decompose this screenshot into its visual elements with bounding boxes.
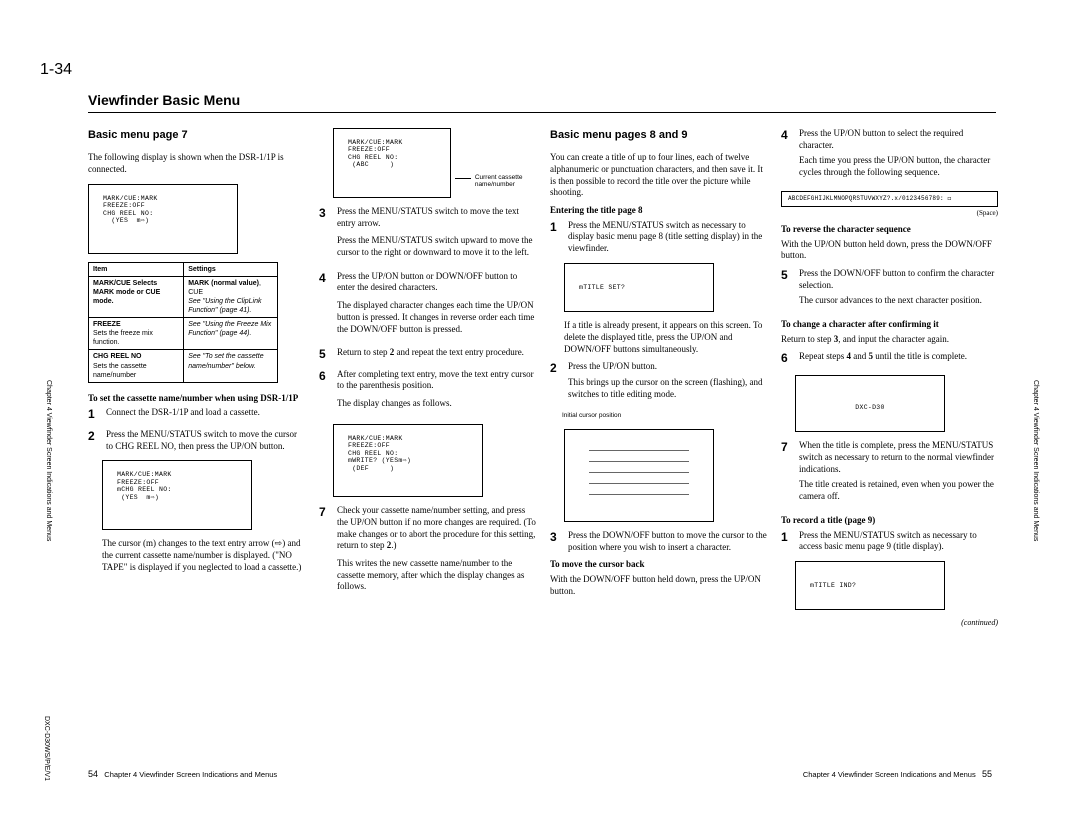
col2-callout: Current cassette name/number [475, 174, 536, 188]
col2-screen-1: MARK/CUE:MARK FREEZE:OFF CHG REEL NO: (A… [333, 128, 451, 198]
settings-table: ItemSettings MARK/CUE Selects MARK mode … [88, 262, 278, 383]
col3-sub1: Entering the title page 8 [550, 205, 767, 217]
col3-intro: You can create a title of up to four lin… [550, 152, 767, 199]
col4-step5: 5Press the DOWN/OFF button to confirm th… [781, 268, 998, 313]
col3-sub2: To move the cursor back [550, 559, 767, 571]
side-chapter-right: Chapter 4 Viewfinder Screen Indications … [1031, 380, 1040, 541]
col2-step4: 4Press the UP/ON button or DOWN/OFF butt… [319, 271, 536, 341]
col2-step6: 6After completing text entry, move the t… [319, 369, 536, 416]
col4-sub2: To change a character after confirming i… [781, 319, 998, 331]
column-3: Basic menu pages 8 and 9 You can create … [550, 128, 767, 629]
col1-after2: The cursor (m) changes to the text entry… [102, 538, 305, 573]
col1-intro: The following display is shown when the … [88, 152, 305, 175]
col4-step4: 4Press the UP/ON button to select the re… [781, 128, 998, 185]
col2-step5: 5Return to step 2 and repeat the text en… [319, 347, 536, 363]
column-1: Basic menu page 7 The following display … [88, 128, 305, 629]
col1-step1: 1Connect the DSR-1/1P and load a cassett… [88, 407, 305, 423]
col2-step7: 7Check your cassette name/number setting… [319, 505, 536, 599]
col4-screen-2: mTITLE IND? [795, 561, 945, 610]
initial-cursor-label: Initial cursor position [562, 412, 767, 420]
footer-right: Chapter 4 Viewfinder Screen Indications … [803, 769, 992, 781]
char-sequence-caption: (Space) [781, 209, 998, 218]
col3-lined-box [564, 429, 714, 522]
col4-step6: 6Repeat steps 4 and 5 until the title is… [781, 351, 998, 367]
col2-screen-2: MARK/CUE:MARK FREEZE:OFF CHG REEL NO: mW… [333, 424, 483, 497]
spread: Basic menu page 7 The following display … [88, 128, 998, 629]
footer-left: 54 Chapter 4 Viewfinder Screen Indicatio… [88, 769, 277, 781]
col1-screen-1: MARK/CUE:MARK FREEZE:OFF CHG REEL NO: (Y… [88, 184, 238, 254]
col1-step2: 2Press the MENU/STATUS switch to move th… [88, 429, 305, 452]
col3-step2: 2Press the UP/ON button.This brings up t… [550, 361, 767, 406]
col3-heading: Basic menu pages 8 and 9 [550, 128, 767, 142]
char-sequence-box: ABCDEFGHIJKLMNOPQRSTUVWXYZ?.x/0123456789… [781, 191, 998, 207]
col4-screen-1: DXC-D30 [795, 375, 945, 432]
col3-screen-1: mTITLE SET? [564, 263, 714, 312]
col4-sub2t: Return to step 3, and input the characte… [781, 334, 998, 346]
col1-sub1: To set the cassette name/number when usi… [88, 393, 305, 405]
column-4: 4Press the UP/ON button to select the re… [781, 128, 998, 629]
spine-code: DXC-D30WS/P/E/V1 [42, 716, 51, 781]
continued-label: (continued) [781, 618, 998, 628]
col3-s1b: If a title is already present, it appear… [564, 320, 767, 355]
col1-heading: Basic menu page 7 [88, 128, 305, 142]
col3-step1: 1Press the MENU/STATUS switch as necessa… [550, 220, 767, 255]
col4-sub1: To reverse the character sequence [781, 224, 998, 236]
col4-sub1t: With the UP/ON button held down, press t… [781, 239, 998, 262]
col4-step1r: 1Press the MENU/STATUS switch as necessa… [781, 530, 998, 553]
title-rule [88, 112, 996, 113]
col3-step3: 3Press the DOWN/OFF button to move the c… [550, 530, 767, 553]
col4-sub3: To record a title (page 9) [781, 515, 998, 527]
page-title: Viewfinder Basic Menu [88, 91, 240, 109]
column-2: MARK/CUE:MARK FREEZE:OFF CHG REEL NO: (A… [319, 128, 536, 629]
col3-sub2t: With the DOWN/OFF button held down, pres… [550, 574, 767, 597]
col2-step3: 3Press the MENU/STATUS switch to move th… [319, 206, 536, 265]
page-number-top: 1-34 [40, 60, 72, 81]
side-chapter-left: Chapter 4 Viewfinder Screen Indications … [44, 380, 53, 541]
col1-screen-2: MARK/CUE:MARK FREEZE:OFF mCHG REEL NO: (… [102, 460, 252, 530]
col4-step7: 7When the title is complete, press the M… [781, 440, 998, 508]
